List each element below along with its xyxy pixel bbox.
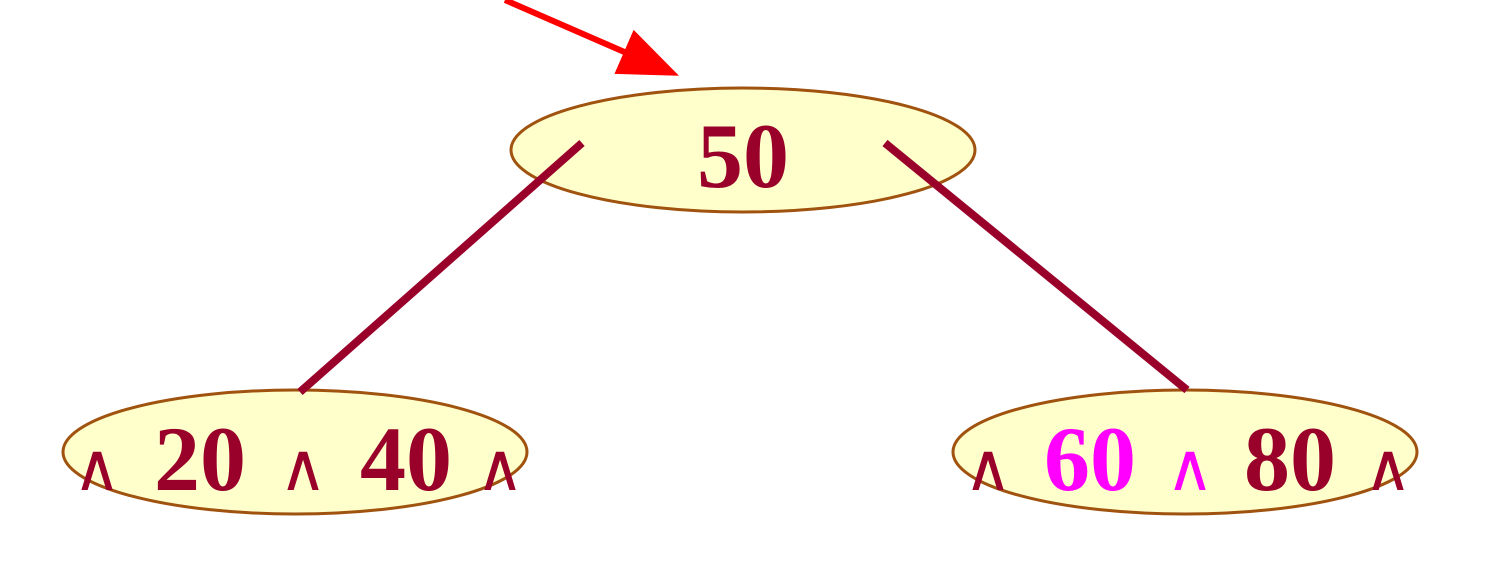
- edge-root-right: [882, 139, 1190, 394]
- root-node-ellipse: [509, 86, 977, 214]
- root-key: 50: [697, 105, 789, 207]
- root-pointer-arrow: [503, 0, 680, 76]
- left-null-pointer-1: ∧: [73, 429, 121, 506]
- left-key-2: 40: [360, 408, 452, 510]
- left-null-pointer-2: ∧: [279, 429, 327, 506]
- right-key-1-highlighted: 60: [1044, 408, 1136, 510]
- right-null-pointer-2-highlighted: ∧: [1166, 429, 1214, 506]
- left-node-contents: ∧ 20 ∧ 40 ∧: [73, 408, 524, 510]
- right-key-2: 80: [1244, 408, 1336, 510]
- left-key-1: 20: [154, 408, 246, 510]
- right-null-pointer-3: ∧: [1364, 429, 1412, 506]
- edge-root-left: [297, 140, 585, 395]
- right-node-contents: ∧ 60 ∧ 80 ∧: [964, 408, 1412, 510]
- right-null-pointer-1: ∧: [964, 429, 1012, 506]
- left-node-ellipse: [61, 388, 529, 516]
- left-null-pointer-3: ∧: [476, 429, 524, 506]
